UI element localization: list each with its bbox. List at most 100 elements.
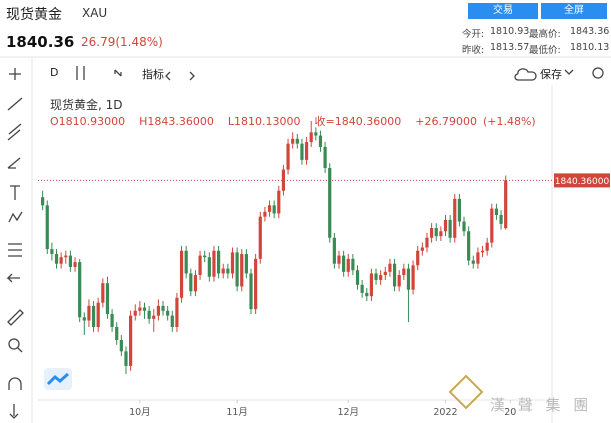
candle-body xyxy=(346,258,350,272)
candle-body xyxy=(115,326,119,340)
legend-value: +26.79000 xyxy=(415,115,477,128)
candle-body xyxy=(198,255,202,276)
legend-value: (+1.48%) xyxy=(482,115,536,128)
candle-body xyxy=(291,138,295,144)
candle-body xyxy=(277,190,281,214)
candle-body xyxy=(323,146,327,169)
stat-label: 最低价: xyxy=(529,45,561,56)
legend-value: H1843.36000 xyxy=(139,115,214,128)
candle-body xyxy=(193,275,198,292)
candle-body xyxy=(314,132,318,136)
candle-body xyxy=(258,216,262,259)
candle-body xyxy=(443,219,448,232)
candle-body xyxy=(485,242,489,251)
candle-body xyxy=(161,305,165,311)
candle-body xyxy=(267,205,272,212)
candle-body xyxy=(240,253,244,287)
candle-body xyxy=(142,307,147,311)
candle-body xyxy=(73,262,77,267)
stat-label: 今开: xyxy=(462,29,485,40)
title: 现货黄金 xyxy=(6,7,62,23)
candle-body xyxy=(332,237,336,264)
candle-body xyxy=(402,268,406,276)
candle-body xyxy=(156,305,160,316)
candle-body xyxy=(226,268,230,274)
candle-body xyxy=(263,211,267,217)
x-tick-label: 11月 xyxy=(226,407,248,418)
candle-body xyxy=(68,255,73,267)
candle-body xyxy=(318,135,323,147)
candle-body xyxy=(342,255,346,272)
candle-body xyxy=(365,292,369,297)
fullscreen-button[interactable]: 全屏 xyxy=(541,3,607,19)
candle-body xyxy=(471,260,475,264)
candle-body xyxy=(425,237,429,248)
candle-body xyxy=(152,315,156,319)
watermark: 漢 聲 集 團 xyxy=(490,396,592,414)
legend-value: 收=1840.36000 xyxy=(314,115,402,128)
candle-body xyxy=(50,249,54,254)
change: 26.79(1.48%) xyxy=(81,35,163,49)
last-price-box xyxy=(554,173,610,188)
candle-body xyxy=(249,273,253,310)
candle-body xyxy=(411,265,415,290)
candle-body xyxy=(374,273,378,280)
candle-body xyxy=(300,143,304,160)
candle-body xyxy=(41,197,45,206)
candle-body xyxy=(430,228,434,238)
stat-value: 1810.93 xyxy=(490,26,530,37)
candle-body xyxy=(462,221,466,232)
x-tick-label: 20 xyxy=(504,407,516,418)
candle-body xyxy=(235,252,239,287)
legend-name: 现货黄金, 1D xyxy=(50,98,123,112)
legend-value: O1810.93000 xyxy=(50,115,126,128)
legend-value: L1810.13000 xyxy=(227,115,301,128)
candle-body xyxy=(286,143,290,170)
candle-body xyxy=(212,250,216,277)
candle-body xyxy=(328,168,332,238)
candle-body xyxy=(351,258,355,271)
candle-body xyxy=(309,132,313,143)
candle-body xyxy=(272,205,276,214)
logo xyxy=(46,372,69,386)
candle-body xyxy=(369,273,374,297)
candle-body xyxy=(96,302,100,327)
candle-body xyxy=(82,317,86,321)
candle-body xyxy=(129,315,133,366)
candle-body xyxy=(147,310,151,319)
candle-body xyxy=(184,250,188,274)
stat-label: 昨收: xyxy=(462,45,485,56)
save[interactable]: 保存 xyxy=(540,68,562,81)
candle-body xyxy=(476,252,480,264)
candle-body xyxy=(87,305,91,321)
trade-button[interactable]: 交易 xyxy=(468,3,538,19)
stat-value: 1843.36 xyxy=(570,26,610,37)
candle-body xyxy=(439,231,443,237)
candle-body xyxy=(54,253,59,264)
candle-body xyxy=(105,283,110,315)
x-tick-label: 2022 xyxy=(433,407,457,418)
candle-body xyxy=(499,215,503,224)
candle-body xyxy=(166,310,170,316)
stat-value: 1810.13 xyxy=(570,42,610,53)
x-tick-label: 10月 xyxy=(129,407,151,418)
candle-body xyxy=(207,257,211,277)
candle-body xyxy=(304,142,309,160)
candle-body xyxy=(383,271,387,276)
candle-body xyxy=(138,307,142,311)
candle-body xyxy=(230,252,235,274)
candle-body xyxy=(59,257,63,264)
candle-body xyxy=(480,250,485,253)
candle-body xyxy=(133,310,137,316)
candle-body xyxy=(295,138,299,144)
stat-value: 1813.57 xyxy=(490,42,530,53)
candle-body xyxy=(490,208,494,243)
candle-body xyxy=(189,273,193,292)
logo xyxy=(44,368,72,390)
candle-body xyxy=(379,275,383,280)
candle-body xyxy=(119,339,123,352)
candle-body xyxy=(453,198,457,238)
indicators[interactable]: 指标 xyxy=(142,68,164,81)
interval[interactable]: D xyxy=(50,66,59,79)
candle-body xyxy=(45,205,49,250)
